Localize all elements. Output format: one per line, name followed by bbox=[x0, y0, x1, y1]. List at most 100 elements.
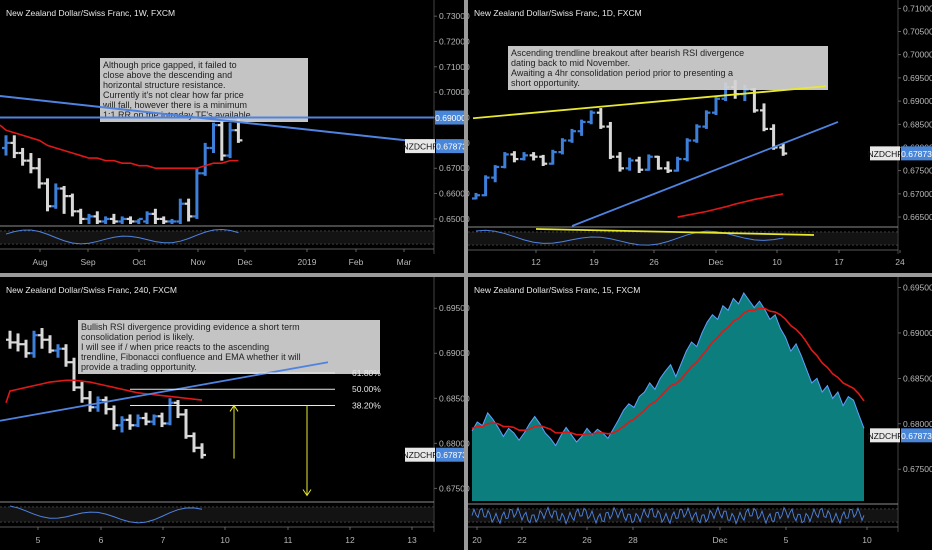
price-tick-label: 0.66000 bbox=[439, 189, 470, 199]
time-tick-label: Mar bbox=[397, 257, 412, 267]
time-axis[interactable]: 12 19 26 Dec 10 17 24 bbox=[468, 249, 905, 267]
rsi-divergence-line[interactable] bbox=[535, 228, 815, 236]
chart-pane-1W[interactable]: 0.730000.720000.710000.700000.690000.680… bbox=[0, 0, 470, 267]
rsi-line bbox=[5, 228, 239, 245]
ohlc-bar bbox=[6, 330, 14, 349]
price-scale[interactable]: 0.69500 0.69000 0.68500 0.68000 0.67500 bbox=[433, 277, 470, 532]
ohlc-bar bbox=[529, 152, 538, 161]
fib-level-label: 61.80% bbox=[352, 368, 381, 378]
annotation-line: horizontal structure resistance. bbox=[103, 80, 226, 90]
time-axis[interactable]: 20 22 26 28 Dec 5 10 bbox=[468, 526, 898, 545]
symbol-tag-label: NZDCHF bbox=[403, 450, 438, 460]
time-tick-label: 20 bbox=[472, 535, 482, 545]
price-tick-label: 0.67000 bbox=[903, 189, 932, 199]
ascending-trendline[interactable] bbox=[571, 121, 839, 227]
ohlc-bar bbox=[62, 344, 70, 367]
ohlc-bar bbox=[43, 178, 52, 212]
annotation-text: Although price gapped, it failed to close… bbox=[102, 60, 253, 120]
ohlc-bar bbox=[168, 218, 176, 224]
descending-trendline[interactable] bbox=[0, 94, 435, 145]
ohlc-bar bbox=[587, 110, 596, 125]
time-axis[interactable]: Aug Sep Oct Nov Dec 2019 Feb Mar bbox=[0, 248, 434, 267]
ohlc-bar bbox=[126, 216, 135, 224]
ohlc-bar bbox=[143, 211, 152, 224]
price-bars bbox=[2, 112, 243, 224]
ohlc-bar bbox=[110, 405, 118, 430]
price-scale[interactable]: 0.69500 0.69000 0.68500 0.68000 0.67500 bbox=[897, 277, 932, 532]
price-tick-label: 0.68000 bbox=[903, 419, 932, 429]
time-tick-label: 19 bbox=[589, 257, 599, 267]
annotation-line: Bullish RSI divergence providing evidenc… bbox=[81, 322, 300, 332]
ohlc-bar bbox=[198, 443, 206, 459]
time-tick-label: Dec bbox=[708, 257, 724, 267]
annotation-line: I will see if / when price reacts to the… bbox=[81, 342, 269, 352]
horizontal-pane-divider[interactable] bbox=[0, 273, 932, 277]
ohlc-bar bbox=[142, 412, 150, 426]
symbol-tag-background bbox=[870, 146, 900, 161]
symbol-tag-background bbox=[870, 428, 900, 443]
time-axis[interactable]: 5 6 7 10 11 12 13 bbox=[0, 526, 434, 545]
ohlc-bar bbox=[184, 198, 193, 222]
ohlc-bar bbox=[151, 208, 160, 224]
ohlc-bar bbox=[18, 147, 27, 166]
ohlc-bar bbox=[217, 120, 226, 161]
rsi-pane bbox=[0, 225, 434, 245]
ohlc-bar bbox=[30, 330, 38, 358]
ohlc-bar bbox=[14, 333, 22, 352]
annotation-note[interactable]: Bullish RSI divergence providing evidenc… bbox=[78, 320, 380, 374]
ohlc-bar bbox=[159, 216, 168, 224]
time-tick-label: 13 bbox=[407, 535, 417, 545]
ohlc-bar bbox=[226, 122, 235, 159]
ohlc-bar bbox=[51, 183, 60, 209]
ascending-trendline[interactable] bbox=[0, 361, 329, 422]
ohlc-bar bbox=[101, 216, 110, 224]
ohlc-bar bbox=[568, 128, 576, 143]
ohlc-bar bbox=[635, 156, 644, 173]
ema-line bbox=[677, 193, 784, 218]
ohlc-bar bbox=[182, 409, 190, 439]
price-tag-value: 0.67873 bbox=[436, 142, 467, 152]
ohlc-bar bbox=[109, 213, 118, 224]
chart-pane-1D[interactable]: 0.71000 0.70500 0.70000 0.69500 0.69000 0.685… bbox=[468, 0, 932, 267]
price-tag-value: 0.67873 bbox=[901, 431, 932, 441]
time-tick-label: Nov bbox=[190, 257, 206, 267]
rsi-line bbox=[471, 505, 865, 526]
ohlc-bar bbox=[126, 414, 134, 430]
price-tick-label: 0.69000 bbox=[903, 96, 932, 106]
price-tag-background bbox=[436, 447, 467, 462]
time-tick-label: 10 bbox=[862, 535, 872, 545]
ohlc-bar bbox=[22, 339, 30, 358]
time-tick-label: 12 bbox=[531, 257, 541, 267]
ohlc-bar bbox=[78, 382, 86, 403]
time-tick-label: 17 bbox=[834, 257, 844, 267]
annotation-text: Ascending trendline breakout after beari… bbox=[511, 48, 744, 88]
price-tick-label: 0.71000 bbox=[903, 3, 932, 13]
chart-pane-240[interactable]: 0.69500 0.69000 0.68500 0.68000 0.67500 5 6 7 10… bbox=[0, 277, 470, 545]
price-tick-label: 0.70000 bbox=[903, 50, 932, 60]
price-tick-label: 0.66500 bbox=[903, 212, 932, 222]
symbol-tag-background bbox=[405, 447, 435, 462]
price-tag-value: 0.67873 bbox=[901, 149, 932, 159]
time-tick-label: 26 bbox=[582, 535, 592, 545]
annotation-line: provide a trading opportunity. bbox=[81, 362, 197, 372]
ohlc-bar bbox=[60, 185, 69, 214]
annotation-text: Bullish RSI divergence providing evidenc… bbox=[81, 322, 301, 372]
ohlc-bar bbox=[118, 216, 127, 224]
time-tick-label: 24 bbox=[895, 257, 905, 267]
annotation-note[interactable]: Although price gapped, it failed to close… bbox=[100, 58, 308, 122]
price-tick-label: 0.67500 bbox=[439, 483, 470, 493]
chart-title: New Zealand Dollar/Swiss Franc, 1D, FXCM bbox=[474, 8, 642, 18]
rsi-band-fill bbox=[0, 231, 434, 244]
annotation-note[interactable]: Ascending trendline breakout after beari… bbox=[508, 46, 828, 90]
price-scale[interactable]: 0.71000 0.70500 0.70000 0.69500 0.69000 0.685… bbox=[897, 0, 932, 254]
time-tick-label: 5 bbox=[36, 535, 41, 545]
upper-yellow-trendline[interactable] bbox=[472, 85, 827, 120]
time-tick-label: 12 bbox=[345, 535, 355, 545]
level-tag-background bbox=[435, 110, 466, 125]
ohlc-bar bbox=[35, 158, 44, 189]
ohlc-bar bbox=[596, 108, 605, 129]
target-up-arrow-head bbox=[229, 404, 239, 412]
price-tag-background bbox=[436, 139, 467, 154]
symbol-tag-label: NZDCHF bbox=[868, 431, 903, 441]
